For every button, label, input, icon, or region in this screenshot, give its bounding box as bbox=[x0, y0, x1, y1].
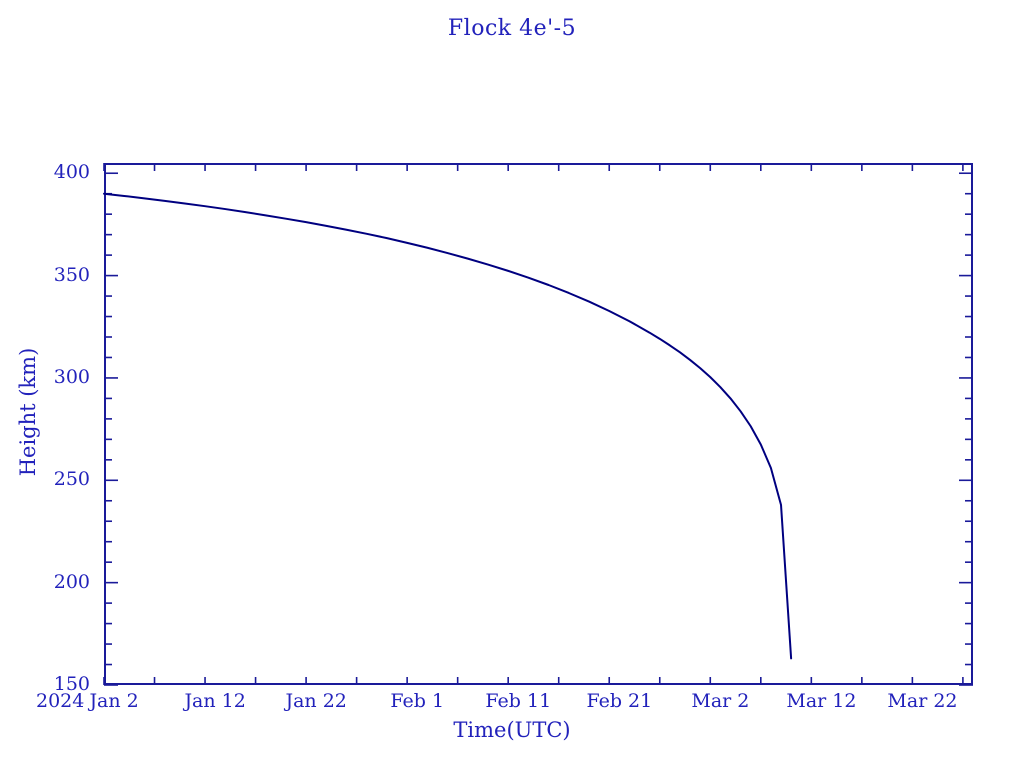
y-tick-label: 150 bbox=[53, 673, 90, 695]
x-tick-label: Jan 2 bbox=[89, 690, 139, 712]
x-tick-label: Feb 1 bbox=[390, 690, 445, 712]
axis-ticks bbox=[103, 163, 973, 686]
y-axis-title: Height (km) bbox=[16, 347, 40, 477]
x-tick-label: Jan 12 bbox=[184, 690, 246, 712]
plot-area bbox=[103, 163, 973, 686]
x-tick-label: Jan 22 bbox=[285, 690, 347, 712]
x-tick-label: Feb 11 bbox=[485, 690, 552, 712]
x-tick-label: Mar 2 bbox=[691, 690, 750, 712]
x-axis-title: Time(UTC) bbox=[453, 718, 571, 742]
height-decay-curve bbox=[103, 192, 793, 660]
x-tick-label: Feb 21 bbox=[586, 690, 653, 712]
y-tick-label: 300 bbox=[53, 365, 90, 388]
y-tick-label: 200 bbox=[53, 570, 90, 593]
chart-title: Flock 4e'-5 bbox=[447, 16, 577, 41]
y-tick-label: 400 bbox=[53, 161, 90, 184]
y-tick-label: 250 bbox=[53, 468, 90, 491]
x-tick-label: Mar 22 bbox=[887, 690, 958, 712]
x-tick-label: Mar 12 bbox=[786, 690, 857, 712]
x-axis-year-label: 2024 bbox=[36, 690, 85, 712]
y-tick-label: 350 bbox=[53, 263, 90, 286]
plot-frame bbox=[104, 163, 973, 685]
